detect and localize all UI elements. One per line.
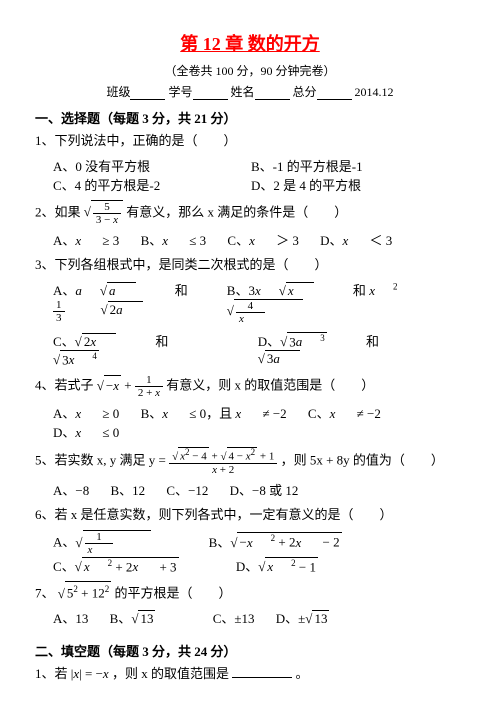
q3-D: D、3a3 和 3a [258,331,447,368]
exam-page: 第 12 章 数的开方 （全卷共 100 分，90 分钟完卷） 班级 学号 姓名… [0,0,500,709]
q7-stem: 7、 52 + 122 的平方根是（ ） [35,581,465,604]
q2-A: A、x ≥ 3 [53,230,119,249]
q7-C: C、±13 [213,608,255,627]
q5-options: A、−8 B、12 C、−12 D、−8 或 12 [53,480,465,499]
q4-stem: 4、若式子 −x + 12 + x 有意义，则 x 的取值范围是（ ） [35,374,465,399]
q2-D: D、x ＜ 3 [320,230,392,249]
q2-options: A、x ≥ 3 B、x ≤ 3 C、x ＞ 3 D、x ＜ 3 [53,230,465,249]
class-label: 班级 [106,85,130,99]
name-label: 姓名 [231,85,255,99]
q6-stem: 6、若 x 是任意实数，则下列各式中，一定有意义的是（ ） [35,505,465,526]
id-label: 学号 [168,85,192,99]
q1-options: A、0 没有平方根 B、-1 的平方根是-1 C、4 的平方根是-2 D、2 是… [53,156,465,194]
q4-A: A、x ≥ 0 [53,403,119,422]
exam-info: （全卷共 100 分，90 分钟完卷） [35,62,465,79]
q6-C: C、x2 + 2x + 3 [53,556,215,575]
q1-B: B、-1 的平方根是-1 [251,156,363,175]
q6-D: D、x2 − 1 [236,556,354,575]
date: 2014.12 [355,85,394,99]
id-blank[interactable] [193,87,228,100]
q1-C: C、4 的平方根是-2 [53,175,233,194]
name-blank[interactable] [255,87,290,100]
q3-stem: 3、下列各组根式中，是同类二次根式的是（ ） [35,255,465,276]
section2-header: 二、填空题（每题 3 分，共 24 分） [35,641,465,660]
q4-options: A、x ≥ 0 B、x ≤ 0，且 x ≠ −2 C、x ≠ −2 D、x ≤ … [53,403,465,441]
q4-C: C、x ≠ −2 [308,403,381,422]
q2-B: B、x ≤ 3 [141,230,207,249]
q5-B: B、12 [110,480,145,499]
q6-A: A、1x [53,530,187,556]
q4-D: D、x ≤ 0 [53,422,119,441]
score-blank[interactable] [317,87,352,100]
q6-options: A、1x B、−x2 + 2x − 2 C、x2 + 2x + 3 D、x2 −… [53,530,465,575]
q1-stem: 1、下列说法中，正确的是（ ） [35,131,465,152]
s2-q1: 1、若 |x| = −x ，则 x 的取值范围是 。 [35,664,465,685]
q1-A: A、0 没有平方根 [53,156,233,175]
class-blank[interactable] [130,87,165,100]
q7-A: A、13 [53,608,88,627]
sqrt-expr: 53 − x [84,200,123,226]
q2-C: C、x ＞ 3 [227,230,298,249]
q6-B: B、−x2 + 2x − 2 [209,532,378,551]
student-form: 班级 学号 姓名 总分 2014.12 [35,83,465,100]
q4-B: B、x ≤ 0，且 x ≠ −2 [141,403,287,422]
q5-A: A、−8 [53,480,89,499]
q3-B: B、3xx 和 x24x [227,280,447,325]
q1-D: D、2 是 4 的平方根 [251,175,361,194]
score-label: 总分 [293,85,317,99]
chapter-title: 第 12 章 数的开方 [35,30,465,56]
q3-C: C、2x 和 3x4 [53,331,240,368]
q5-D: D、−8 或 12 [230,480,299,499]
q3-options: A、aa 和 132a B、3xx 和 x24x C、2x 和 3x4 D、3a… [53,280,465,369]
q3-A: A、aa 和 132a [53,280,209,325]
q5-stem: 5、若实数 x, y 满足 y = x2 − 4 + 4 − x2 + 1x +… [35,447,465,476]
fill-blank-1[interactable] [232,665,292,678]
q5-C: C、−12 [166,480,208,499]
q7-B: B、13 [110,608,192,627]
q2-stem: 2、如果 53 − x 有意义，那么 x 满足的条件是（ ） [35,200,465,226]
q7-options: A、13 B、13 C、±13 D、±13 [53,608,465,627]
q7-D: D、±13 [276,608,366,627]
section1-header: 一、选择题（每题 3 分，共 21 分） [35,108,465,127]
